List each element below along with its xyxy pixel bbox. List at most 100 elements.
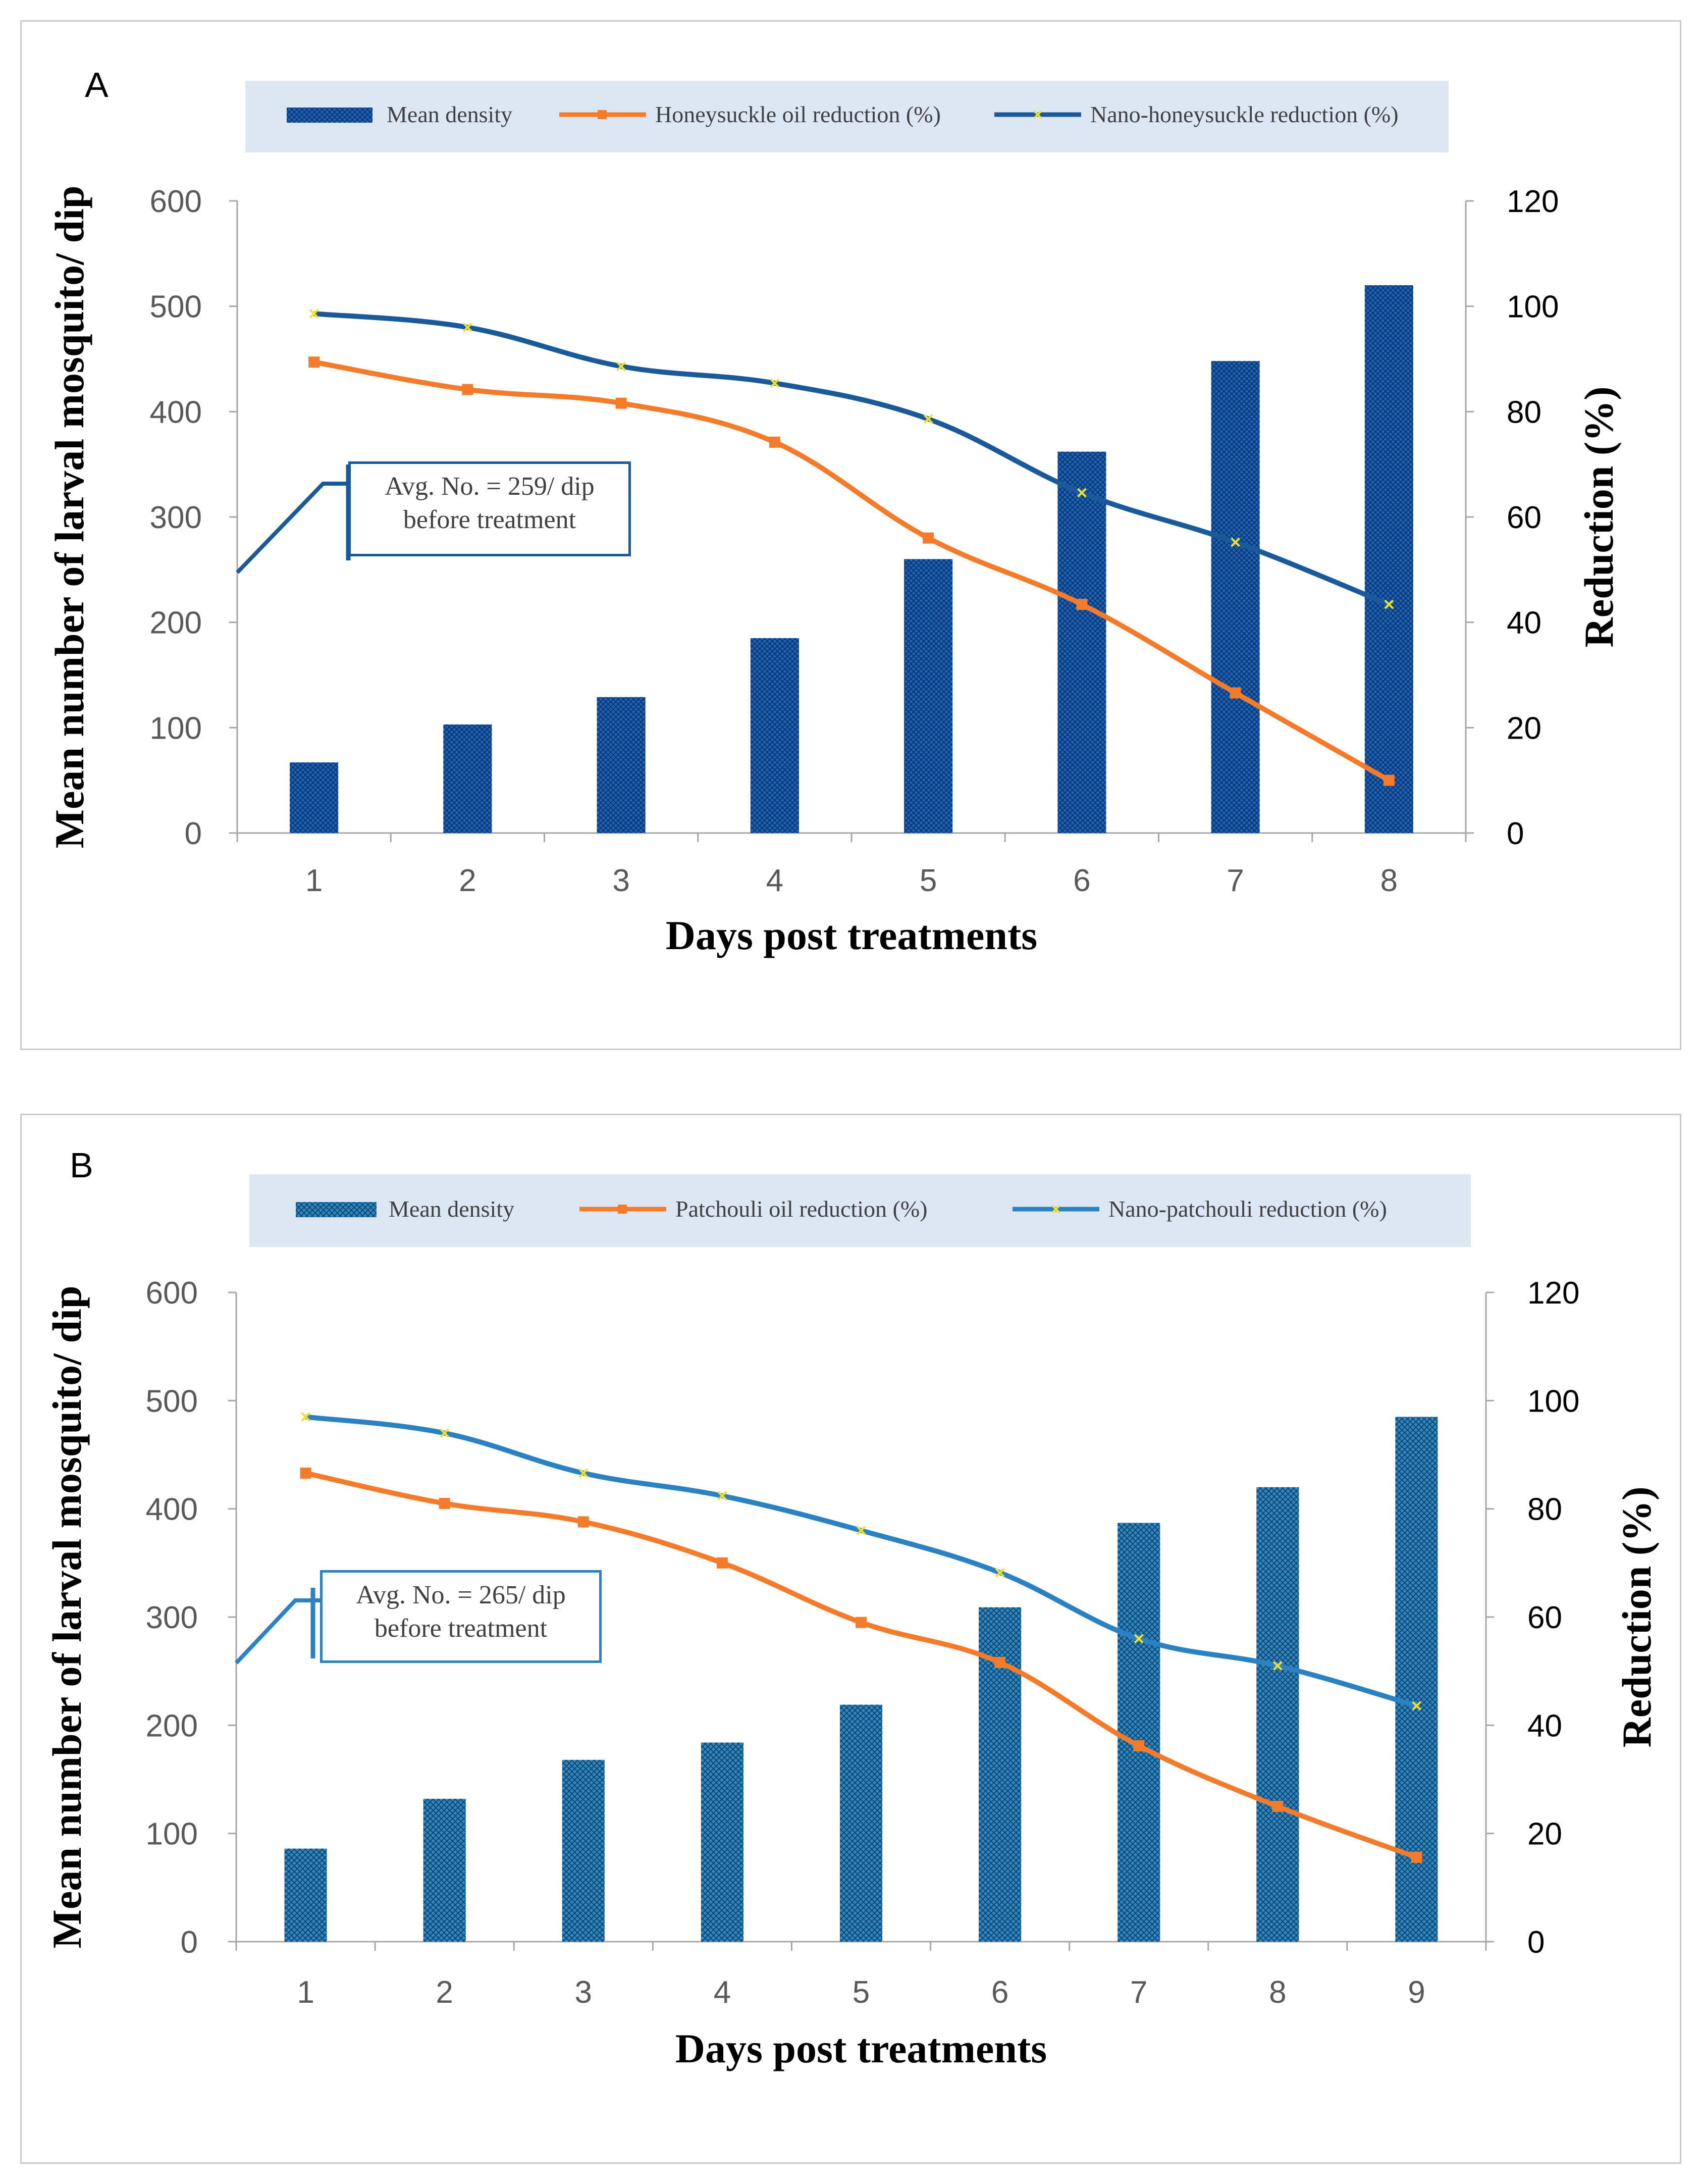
legend-item-nano-honeysuckle: Nano-honeysuckle reduction (%) xyxy=(992,101,1399,128)
point-marker-x xyxy=(1134,1634,1144,1644)
point-marker-x xyxy=(1231,537,1241,547)
annotation-line-1: Avg. No. = 259/ dip xyxy=(385,472,595,501)
y-tick-label: 200 xyxy=(146,1708,198,1743)
y2-tick-label: 100 xyxy=(1527,1384,1579,1419)
y-tick-label: 600 xyxy=(146,1276,198,1311)
point-marker-x xyxy=(462,322,472,332)
x-tick-label: 4 xyxy=(766,863,783,898)
point-marker-square xyxy=(439,1497,450,1509)
y2-tick-label: 0 xyxy=(1527,1925,1545,1960)
chart-a: 0 100 200 300 400 500 600 0 20 40 60 80 100 120 1 2 3 4 5 6… xyxy=(46,184,1622,958)
y2-tick-label: 20 xyxy=(1507,711,1541,746)
legend-a: Mean density Honeysuckle oil reduction (… xyxy=(245,81,1449,152)
point-marker-square xyxy=(1076,599,1088,610)
x-tick-label: 1 xyxy=(305,863,323,898)
legend-label: Nano-patchouli reduction (%) xyxy=(1108,1196,1387,1222)
y-tick-label: 100 xyxy=(150,711,202,746)
point-marker-square xyxy=(1411,1851,1422,1863)
legend-swatch-bar xyxy=(287,107,373,123)
point-marker-x xyxy=(616,361,626,372)
x-tick-label: 7 xyxy=(1130,1975,1147,2010)
annotation-box-a: Avg. No. = 259/ dip before treatment xyxy=(348,461,631,556)
y2-tick-label: 20 xyxy=(1527,1817,1562,1852)
point-marker-square xyxy=(462,384,473,395)
point-marker-x xyxy=(717,1491,727,1501)
legend-label: Nano-honeysuckle reduction (%) xyxy=(1090,101,1399,127)
legend-swatch-line-x xyxy=(994,110,1081,119)
legend-label: Mean density xyxy=(389,1196,515,1222)
y-axis-title: Mean number of larval mosquito/ dip xyxy=(44,1286,90,1949)
legend-label: Patchouli oil reduction (%) xyxy=(675,1196,928,1222)
y-tick-label: 100 xyxy=(146,1817,198,1852)
bar-hatch xyxy=(443,724,492,833)
bar-hatch xyxy=(1118,1523,1160,1942)
x-tick-label: 8 xyxy=(1380,863,1398,898)
legend-label: Mean density xyxy=(387,101,513,127)
legend-swatch-line-square xyxy=(579,1204,666,1214)
x-axis-title: Days post treatments xyxy=(666,912,1037,958)
series-line-nano xyxy=(313,311,1390,607)
x-tick-label: 7 xyxy=(1227,863,1244,898)
y2-tick-label: 120 xyxy=(1507,184,1559,219)
y-tick-label: 300 xyxy=(146,1600,198,1635)
bar-hatch xyxy=(1395,1417,1438,1942)
bar-hatch xyxy=(562,1759,605,1942)
legend-label: Honeysuckle oil reduction (%) xyxy=(655,101,941,127)
legend-item-patchouli-oil: Patchouli oil reduction (%) xyxy=(577,1195,928,1222)
x-tick-label: 4 xyxy=(714,1975,731,2010)
y2-tick-label: 40 xyxy=(1507,606,1541,641)
point-marker-square xyxy=(577,1516,589,1528)
y-tick-label: 600 xyxy=(150,184,202,219)
y2-tick-label: 60 xyxy=(1507,500,1541,535)
y-tick-label: 0 xyxy=(185,816,202,851)
point-marker-x xyxy=(301,1412,310,1422)
legend-item-mean-density: Mean density xyxy=(287,101,512,128)
x-tick-label: 3 xyxy=(612,863,629,898)
legend-swatch-line-square xyxy=(559,110,646,119)
bar-hatch xyxy=(701,1742,743,1942)
legend-item-mean-density: Mean density xyxy=(296,1195,514,1222)
point-marker-x xyxy=(856,1526,866,1535)
bar-hatch xyxy=(750,638,799,833)
x-axis-title: Days post treatments xyxy=(675,2025,1047,2071)
panel-label-a: A xyxy=(85,65,109,105)
panel-label-b: B xyxy=(70,1146,93,1185)
bar-hatch xyxy=(840,1704,882,1942)
legend-swatch-line-x xyxy=(1013,1205,1099,1213)
annotation-line-2: before treatment xyxy=(374,1614,548,1643)
series-line-oil xyxy=(313,359,1391,783)
point-marker-x xyxy=(1272,1661,1283,1671)
annotation-box-b: Avg. No. = 265/ dip before treatment xyxy=(320,1570,602,1663)
bar-hatch xyxy=(1211,361,1260,833)
y-tick-label: 500 xyxy=(146,1384,198,1419)
point-marker-square xyxy=(308,356,320,368)
point-marker-x xyxy=(1077,488,1087,498)
y-axis-title: Mean number of larval mosquito/ dip xyxy=(46,186,92,849)
y2-tick-label: 120 xyxy=(1527,1276,1579,1311)
annotation-callout-line xyxy=(235,1598,321,1665)
chart-b: 0 100 200 300 400 500 600 0 20 40 60 80 100 120 1 2 3 4 5 6… xyxy=(44,1276,1660,2071)
point-marker-square xyxy=(769,436,780,448)
y-tick-label: 500 xyxy=(150,290,202,325)
point-marker-x xyxy=(770,378,780,388)
point-marker-x xyxy=(1412,1701,1421,1711)
bar-hatch xyxy=(284,1848,327,1942)
point-marker-x xyxy=(309,308,319,319)
point-marker-square xyxy=(1230,687,1241,699)
annotation-callout-line xyxy=(236,482,348,574)
point-marker-square xyxy=(300,1467,311,1479)
bar-hatch xyxy=(904,559,953,833)
y-tick-label: 400 xyxy=(150,395,202,430)
bar-hatch xyxy=(290,762,339,833)
y-tick-label: 200 xyxy=(150,606,202,641)
x-tick-label: 5 xyxy=(853,1975,870,2010)
point-marker-square xyxy=(1383,774,1395,786)
y2-axis-title: Reduction (%) xyxy=(1576,386,1622,647)
x-tick-label: 6 xyxy=(991,1975,1008,2010)
point-marker-square xyxy=(923,532,934,544)
x-tick-label: 8 xyxy=(1269,1975,1286,2010)
y-tick-label: 0 xyxy=(181,1925,198,1960)
point-marker-square xyxy=(856,1617,867,1628)
point-marker-square xyxy=(1133,1740,1145,1752)
